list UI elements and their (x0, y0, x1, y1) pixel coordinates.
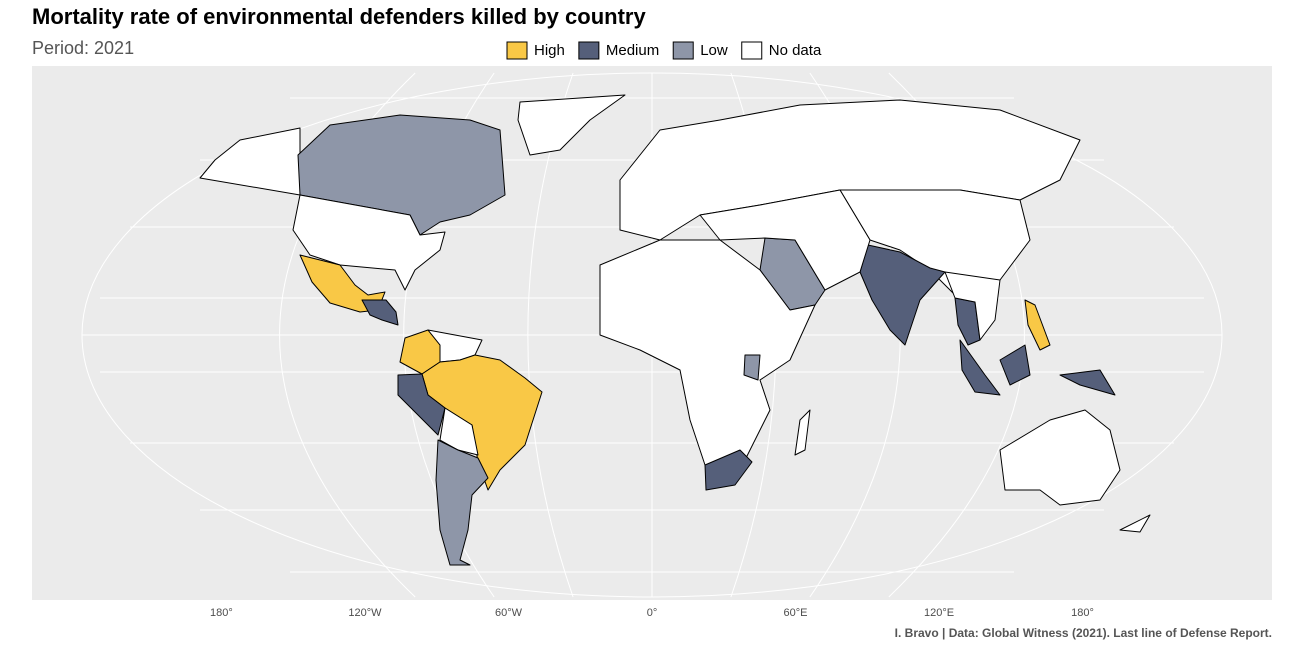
country (999, 344, 1031, 386)
x-tick-label: 60°E (784, 607, 808, 619)
legend-label: No data (769, 42, 822, 59)
country (435, 439, 489, 566)
x-tick-label: 0° (647, 607, 658, 619)
country (794, 409, 811, 456)
country (859, 244, 946, 346)
chart-subtitle: Period: 2021 (32, 38, 134, 58)
country (439, 407, 479, 456)
country (1119, 514, 1151, 533)
legend-swatch (506, 41, 528, 60)
x-tick-label: 120°W (348, 607, 382, 619)
x-tick-label: 180° (1071, 607, 1094, 619)
legend-label: Medium (606, 42, 659, 59)
legend-label: Low (700, 42, 728, 59)
x-tick-label: 60°W (495, 607, 523, 619)
legend-swatch (672, 41, 694, 60)
chart-title: Mortality rate of environmental defender… (32, 4, 646, 29)
legend-swatch (741, 41, 763, 60)
x-tick-label: 120°E (924, 607, 954, 619)
country (361, 299, 399, 326)
country (699, 189, 871, 291)
caption: I. Bravo | Data: Global Witness (2021). … (895, 626, 1272, 640)
country (199, 127, 301, 196)
countries (199, 94, 1151, 566)
country (397, 373, 446, 436)
country (599, 239, 816, 481)
country (517, 94, 626, 156)
country (944, 271, 1001, 341)
country (1024, 299, 1051, 351)
country (704, 449, 753, 491)
legend-label: High (534, 42, 565, 59)
legend: High Medium Low No data (506, 41, 822, 60)
x-axis: 180° 120°W 60°W 0° 60°E 120°E 180° (210, 607, 1094, 619)
country (743, 354, 761, 381)
x-tick-label: 180° (210, 607, 233, 619)
country (1059, 369, 1116, 396)
country (999, 409, 1121, 506)
country (959, 339, 1001, 396)
country (292, 194, 446, 291)
legend-swatch (578, 41, 600, 60)
